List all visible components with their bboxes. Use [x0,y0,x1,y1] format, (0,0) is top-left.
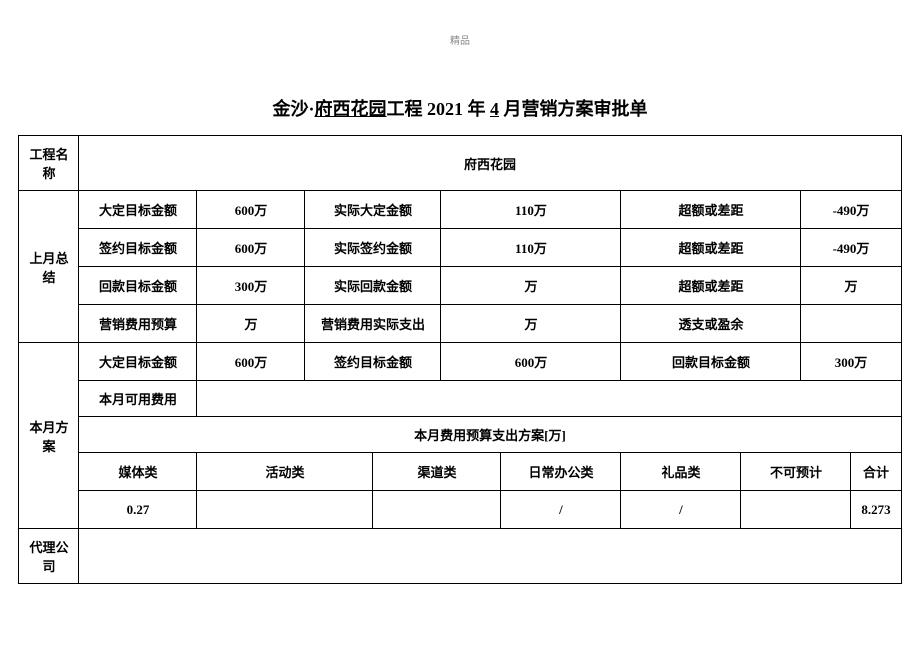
lm-r3-v3: 万 [801,267,901,305]
lm-r3-v2: 万 [441,267,621,305]
val-unpredictable [741,491,851,529]
tm-budget-header: 本月费用预算支出方案[万] [79,417,901,453]
title-suffix: 月营销方案审批单 [499,99,648,119]
tm-avail-label: 本月可用费用 [79,381,197,417]
lm-r2-l2: 实际签约金额 [305,229,441,267]
tm-r1-l1: 大定目标金额 [79,343,197,381]
value-agency [79,529,901,584]
lm-r4-v1: 万 [197,305,305,343]
val-activity [197,491,373,529]
value-project-name: 府西花园 [79,136,901,191]
lm-r3-l1: 回款目标金额 [79,267,197,305]
lm-r1-v1: 600万 [197,191,305,229]
val-total: 8.273 [851,491,901,529]
tm-r1-v2: 600万 [441,343,621,381]
col-media: 媒体类 [79,453,197,491]
label-project-name: 工程名称 [19,136,79,191]
lm-r1-l2: 实际大定金额 [305,191,441,229]
tm-r1-l2: 签约目标金额 [305,343,441,381]
lm-r4-l1: 营销费用预算 [79,305,197,343]
document-title: 金沙·府西花园工程 2021 年 4 月营销方案审批单 [0,95,920,121]
lm-r2-l1: 签约目标金额 [79,229,197,267]
lm-r2-l3: 超额或差距 [621,229,801,267]
col-gift: 礼品类 [621,453,741,491]
tm-r1-v3: 300万 [801,343,901,381]
lm-r1-l1: 大定目标金额 [79,191,197,229]
title-mid: 工程 2021 年 [387,99,491,119]
label-last-month: 上月总结 [19,191,79,343]
lm-r4-v3 [801,305,901,343]
col-channel: 渠道类 [373,453,501,491]
val-media: 0.27 [79,491,197,529]
title-project: 府西花园 [315,99,387,119]
lm-r3-l3: 超额或差距 [621,267,801,305]
lm-r3-l2: 实际回款金额 [305,267,441,305]
lm-r1-l3: 超额或差距 [621,191,801,229]
lm-r2-v1: 600万 [197,229,305,267]
lm-r1-v2: 110万 [441,191,621,229]
watermark-text: 精品 [0,0,920,47]
val-channel [373,491,501,529]
val-office: / [501,491,621,529]
val-gift: / [621,491,741,529]
col-office: 日常办公类 [501,453,621,491]
lm-r1-v3: -490万 [801,191,901,229]
tm-r1-v1: 600万 [197,343,305,381]
col-unpredictable: 不可预计 [741,453,851,491]
col-activity: 活动类 [197,453,373,491]
lm-r2-v2: 110万 [441,229,621,267]
col-total: 合计 [851,453,901,491]
lm-r4-l3: 透支或盈余 [621,305,801,343]
title-prefix: 金沙· [272,99,314,119]
lm-r4-v2: 万 [441,305,621,343]
lm-r2-v3: -490万 [801,229,901,267]
lm-r4-l2: 营销费用实际支出 [305,305,441,343]
approval-table: 工程名称 府西花园 上月总结 大定目标金额 600万 实际大定金额 110万 超… [18,135,901,584]
label-this-month: 本月方案 [19,343,79,529]
tm-avail-value [197,381,901,417]
label-agency: 代理公司 [19,529,79,584]
title-month: 4 [490,99,499,119]
lm-r3-v1: 300万 [197,267,305,305]
tm-r1-l3: 回款目标金额 [621,343,801,381]
